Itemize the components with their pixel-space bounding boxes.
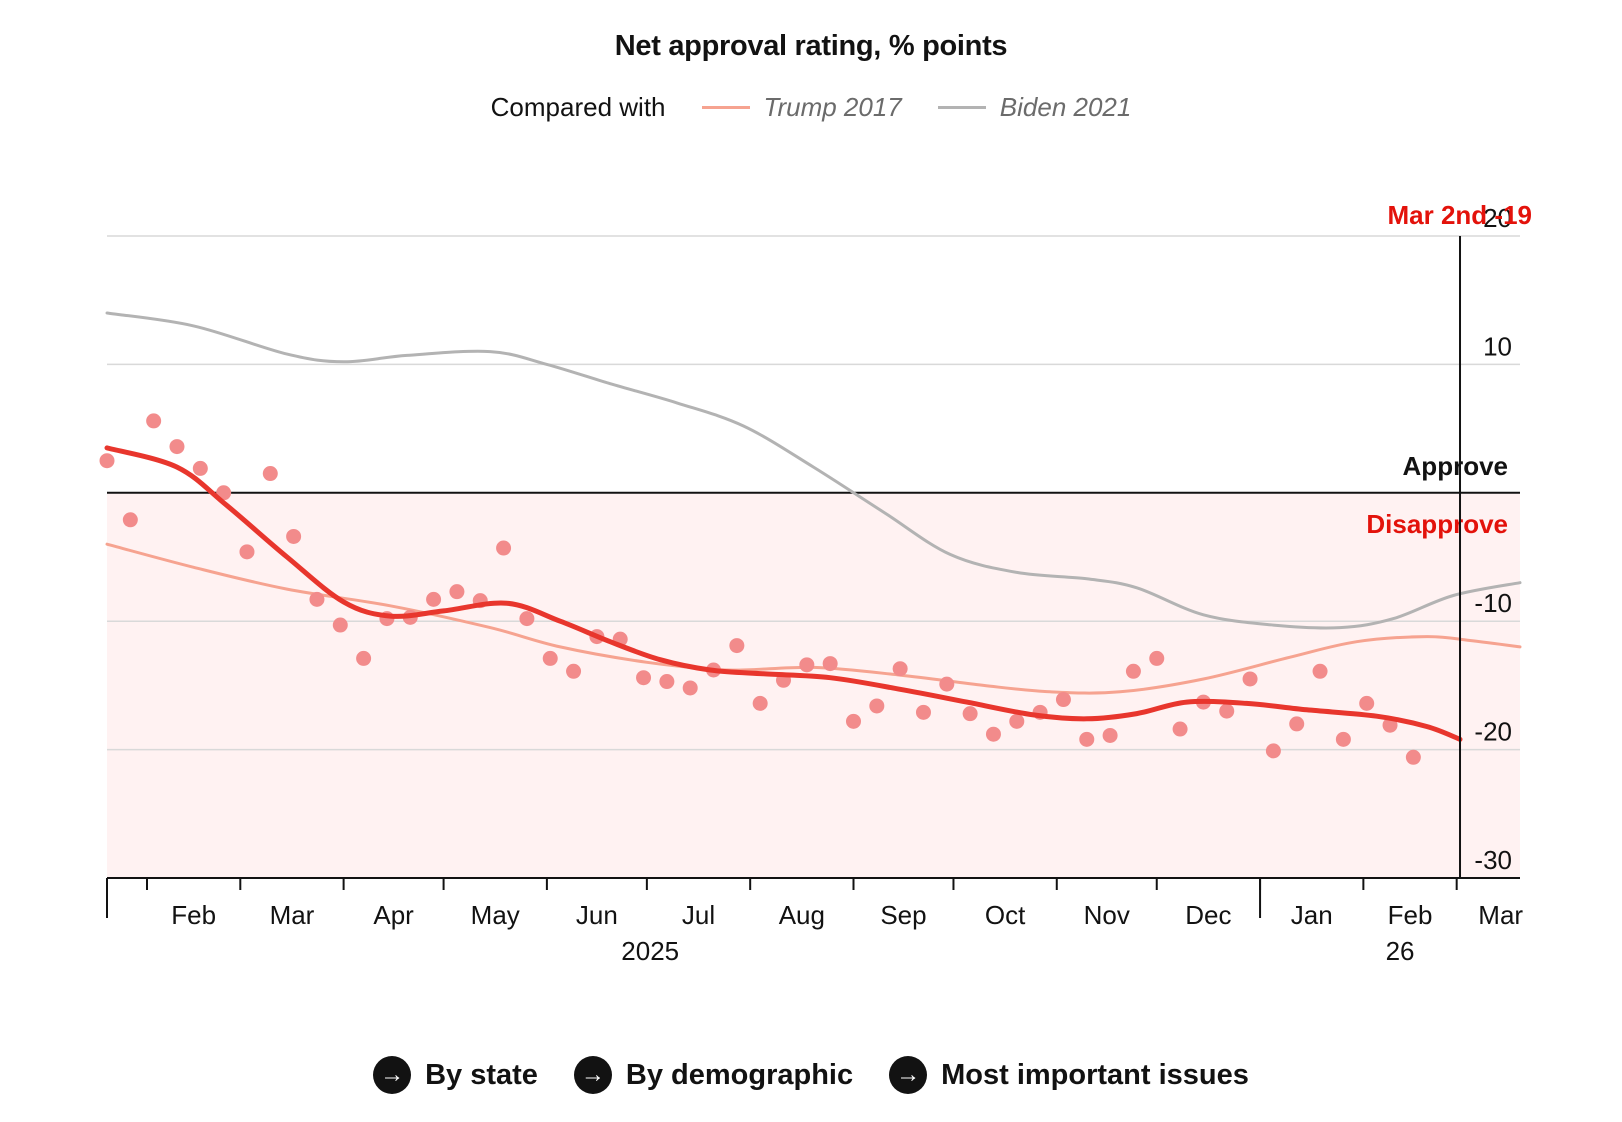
y-tick-label: 20 [1483, 203, 1512, 233]
poll-point [1079, 731, 1095, 747]
x-tick-label: Feb [171, 900, 216, 930]
x-tick-label: Aug [779, 900, 825, 930]
poll-point [99, 453, 115, 469]
poll-point [729, 638, 745, 654]
disapprove-zone [107, 492, 1520, 878]
poll-point [962, 706, 978, 722]
poll-point [892, 661, 908, 677]
chart-title: Net approval rating, % points [614, 30, 1008, 62]
poll-point [192, 460, 208, 476]
poll-point [1335, 731, 1351, 747]
poll-point [1242, 671, 1258, 687]
x-tick-label: Mar [270, 900, 315, 930]
disapprove-label: Disapprove [1366, 509, 1508, 539]
poll-point [332, 617, 348, 633]
poll-point [1312, 663, 1328, 679]
current-value-label: Mar 2nd -19 [1388, 200, 1533, 230]
x-tick-label: Jun [576, 900, 618, 930]
poll-point [939, 676, 955, 692]
poll-point [985, 726, 1001, 742]
poll-point [309, 591, 325, 607]
chart-plot: 20 10 -10 -20 -30 Approve Disapprove Mar 2nd -1… [99, 200, 1533, 966]
poll-point [1009, 713, 1025, 729]
y-tick-label: -20 [1474, 717, 1512, 747]
x-tick-label: Jan [1291, 900, 1333, 930]
by-demographic-link[interactable]: → By demographic [573, 1056, 854, 1094]
legend: Compared with Trump 2017 Biden 2021 [0, 90, 1622, 124]
legend-swatch-biden-2021 [937, 105, 986, 109]
poll-point [286, 528, 302, 544]
poll-point [262, 466, 278, 482]
series-line-biden-2021 [105, 311, 1522, 630]
poll-point [449, 584, 465, 600]
x-tick-label: Oct [985, 900, 1026, 930]
most-important-issues-label: Most important issues [941, 1058, 1249, 1091]
poll-point [636, 670, 652, 686]
x-year-label: 26 [1386, 936, 1415, 966]
arrow-right-circle-icon: → [573, 1056, 612, 1094]
x-tick-label: Mar [1478, 900, 1523, 930]
poll-point [659, 674, 675, 690]
poll-point [542, 650, 558, 666]
poll-point [356, 650, 372, 666]
poll-point [519, 611, 535, 627]
x-tick-label: Jul [682, 900, 715, 930]
by-state-label: By state [425, 1058, 538, 1091]
legend-item-biden-2021: Biden 2021 [937, 91, 1132, 123]
poll-point [682, 680, 698, 696]
poll-point [1265, 743, 1281, 759]
series-line-trump-2025 [104, 445, 1463, 742]
x-year-label: 2025 [621, 936, 679, 966]
poll-point [845, 713, 861, 729]
poll-point [1359, 695, 1375, 711]
poll-point [1125, 663, 1141, 679]
poll-point [426, 591, 442, 607]
legend-intro: Compared with [490, 91, 666, 122]
poll-point [822, 656, 838, 672]
poll-point [752, 695, 768, 711]
poll-point [1149, 650, 1165, 666]
poll-point [1405, 749, 1421, 765]
x-tick-label: Feb [1388, 900, 1433, 930]
most-important-issues-link[interactable]: → Most important issues [889, 1056, 1249, 1094]
poll-point [566, 663, 582, 679]
by-state-link[interactable]: → By state [373, 1056, 538, 1094]
poll-point [239, 544, 255, 560]
poll-point [1102, 727, 1118, 743]
approve-label: Approve [1403, 451, 1508, 481]
legend-swatch-trump-2017 [701, 105, 750, 109]
poll-point [146, 413, 162, 429]
poll-point [169, 439, 185, 455]
by-demographic-label: By demographic [625, 1058, 854, 1091]
poll-point [1289, 716, 1305, 732]
poll-point [869, 698, 885, 714]
y-tick-label: 10 [1483, 331, 1512, 361]
y-tick-label: -10 [1474, 588, 1512, 618]
arrow-right-circle-icon: → [889, 1056, 928, 1094]
x-tick-label: May [471, 900, 520, 930]
x-tick-label: Sep [880, 900, 926, 930]
arrow-right-circle-icon: → [373, 1056, 412, 1094]
series-line-trump-2017 [105, 542, 1522, 695]
legend-label-biden-2021: Biden 2021 [999, 91, 1132, 122]
nav-links: → By state → By demographic → Most impor… [0, 1050, 1622, 1100]
poll-point [1172, 721, 1188, 737]
legend-item-trump-2017: Trump 2017 [701, 91, 902, 123]
y-tick-label: -30 [1474, 845, 1512, 875]
x-tick-label: Nov [1084, 900, 1130, 930]
legend-label-trump-2017: Trump 2017 [763, 91, 902, 122]
poll-point [915, 704, 931, 720]
poll-point [496, 540, 512, 556]
poll-point [122, 512, 138, 528]
poll-point [1055, 692, 1071, 708]
poll-point [1219, 703, 1235, 719]
x-tick-label: Dec [1185, 900, 1231, 930]
poll-point [799, 657, 815, 673]
x-tick-label: Apr [373, 900, 414, 930]
